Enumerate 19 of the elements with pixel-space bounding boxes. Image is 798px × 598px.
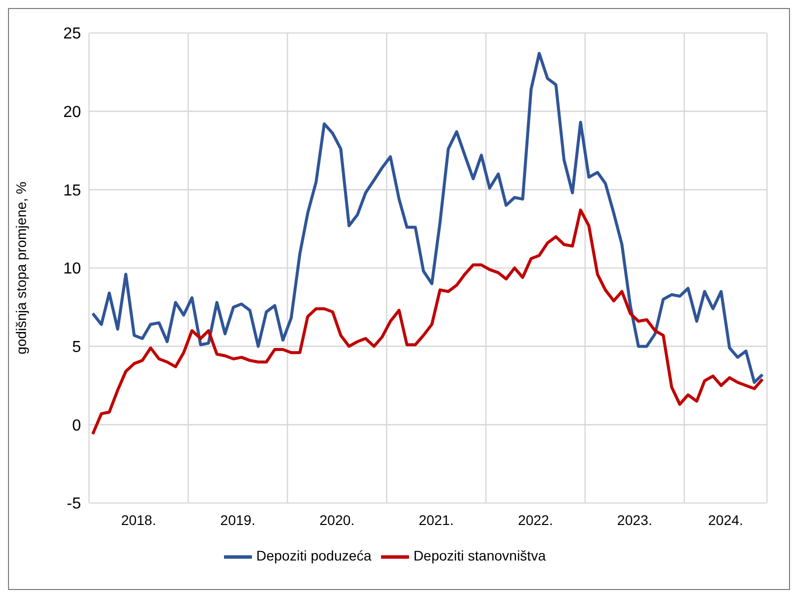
x-tick-label: 2018.: [121, 512, 156, 528]
y-tick-label: 25: [63, 26, 82, 43]
x-tick-label: 2023.: [617, 512, 652, 528]
y-tick-label: 0: [72, 417, 82, 434]
y-tick-label: 15: [63, 182, 82, 200]
line-series: [91, 208, 764, 436]
y-tick-label: 10: [63, 260, 82, 278]
x-tick-label: 2024.: [708, 512, 744, 528]
legend-label: Depoziti poduzeća: [256, 548, 372, 564]
y-tick-label: 5: [72, 339, 82, 356]
y-axis-title: godišnja stopa promjene, %: [12, 182, 29, 354]
x-tick-label: 2019.: [220, 512, 256, 528]
y-tick-label: 20: [63, 104, 82, 122]
legend-label: Depoziti stanovništva: [413, 548, 546, 564]
line-series: [91, 52, 764, 384]
y-tick-label: -5: [66, 496, 82, 513]
x-tick-label: 2020.: [320, 512, 355, 528]
x-tick-label: 2021.: [418, 512, 454, 528]
x-tick-label: 2022.: [518, 512, 554, 528]
